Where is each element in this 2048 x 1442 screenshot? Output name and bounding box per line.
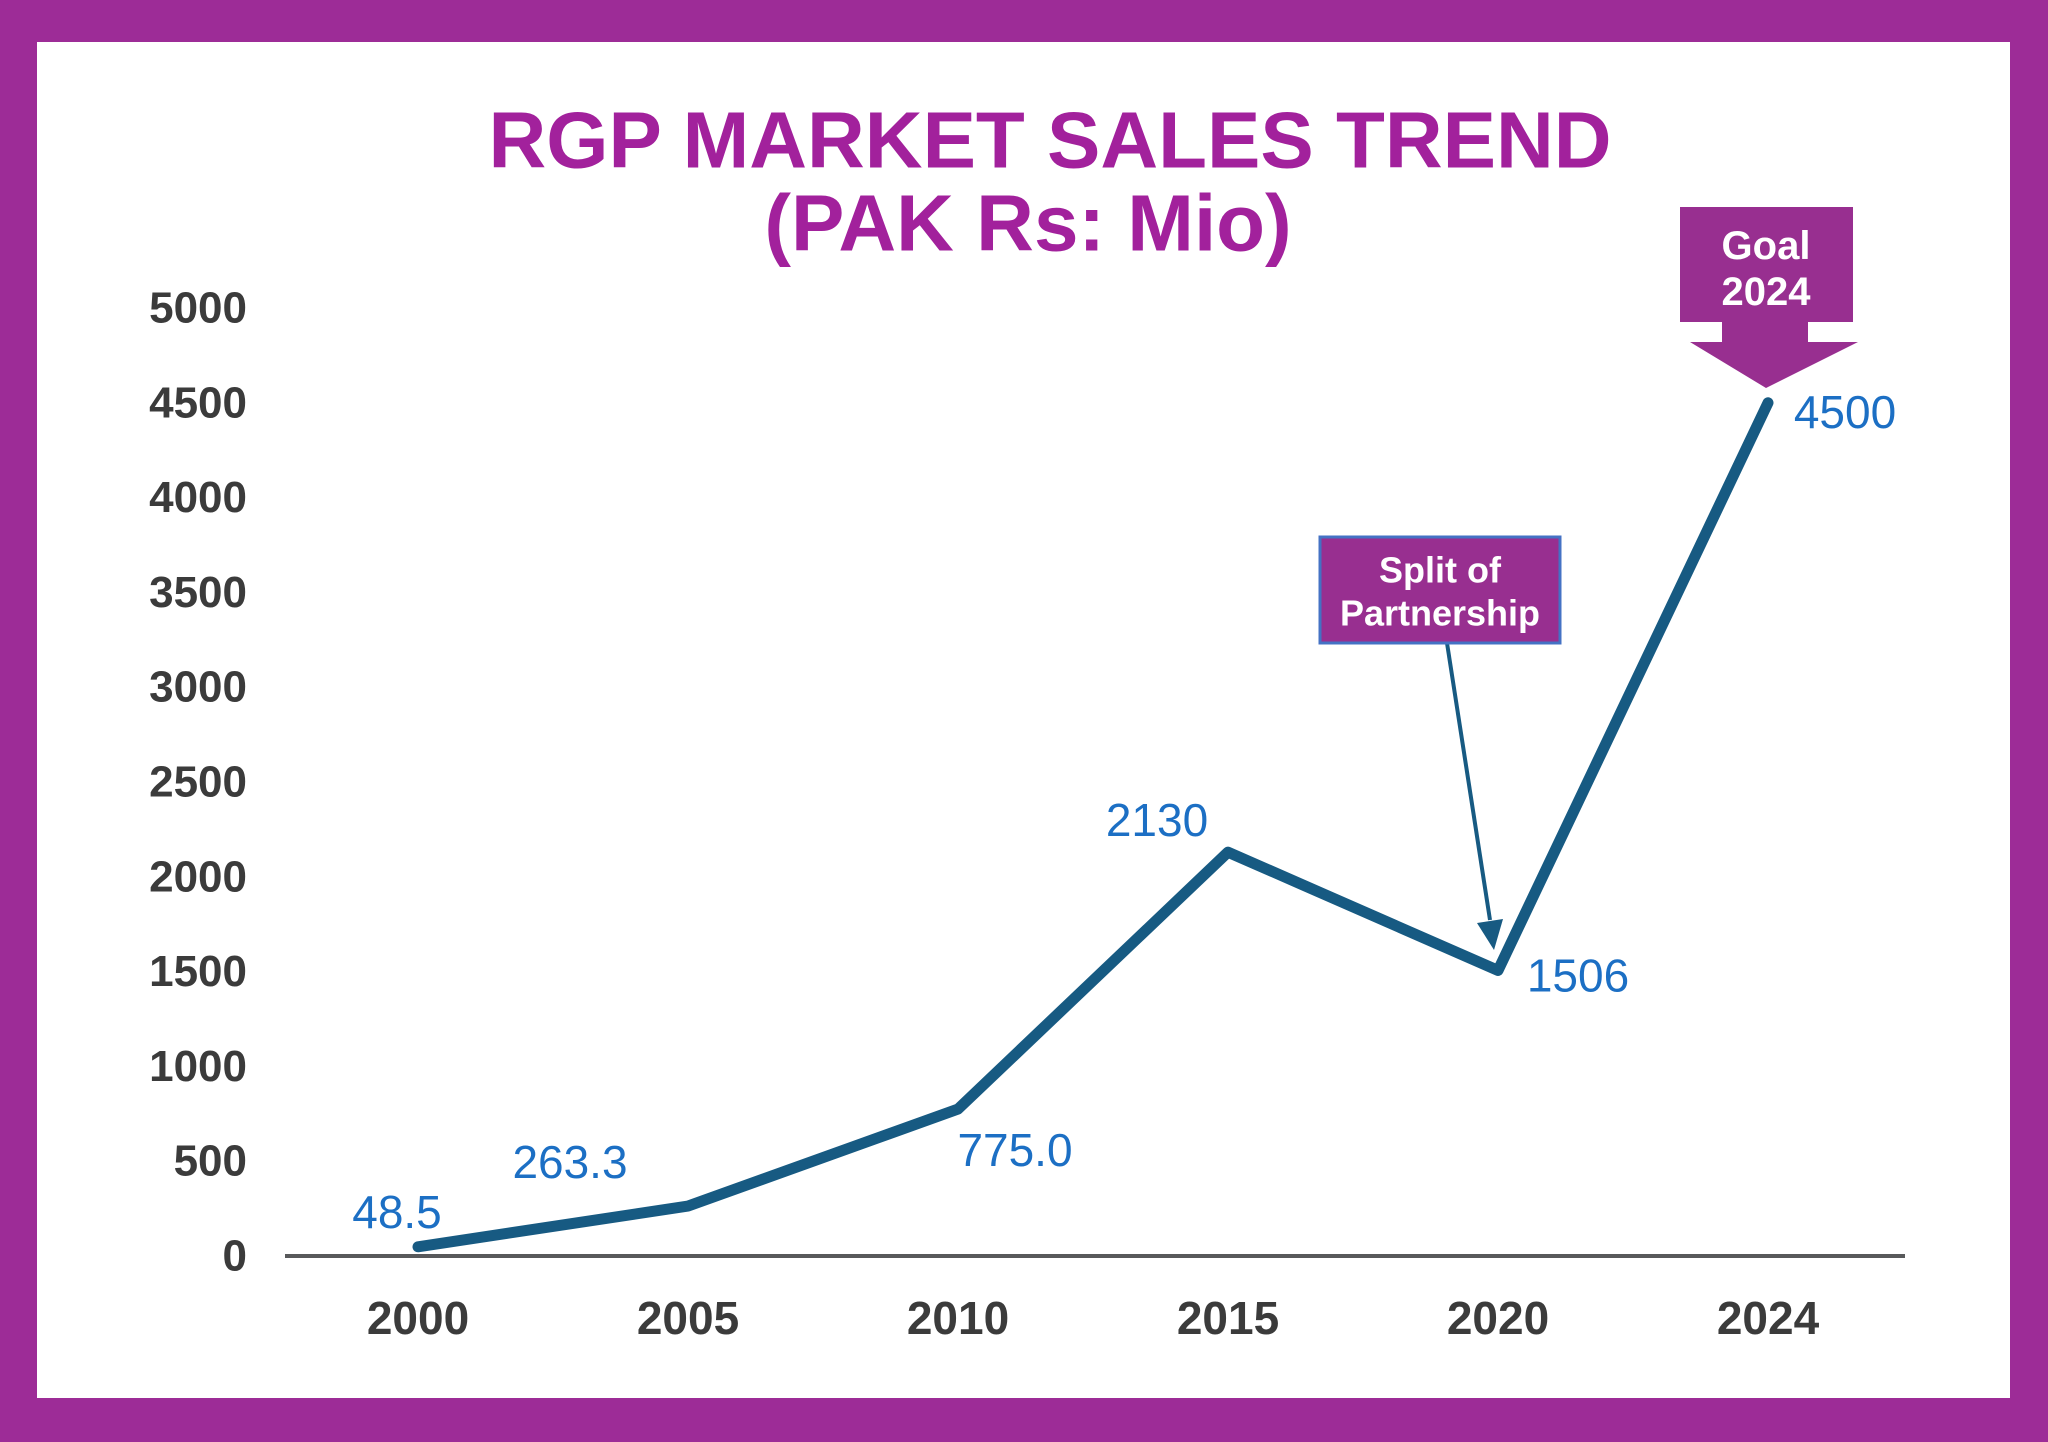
data-label-2005: 263.3 bbox=[512, 1136, 627, 1188]
split-of-partnership-annotation: Split of Partnership bbox=[1318, 535, 1562, 950]
goal-annotation-box bbox=[1680, 207, 1853, 322]
x-tick-label-2010: 2010 bbox=[907, 1292, 1009, 1344]
y-tick-label-3000: 3000 bbox=[149, 663, 247, 712]
chart-title-line1: RGP MARKET SALES TREND bbox=[488, 96, 1611, 185]
x-axis-tick-labels: 2000 2005 2010 2015 2020 2024 bbox=[367, 1292, 1820, 1344]
y-axis-tick-labels: 0 500 1000 1500 2000 2500 3000 3500 4000 4500 5000 bbox=[149, 284, 247, 1281]
split-annotation-arrow-line bbox=[1445, 642, 1492, 921]
x-tick-label-2020: 2020 bbox=[1447, 1292, 1549, 1344]
y-tick-label-3500: 3500 bbox=[149, 568, 247, 617]
y-tick-label-1500: 1500 bbox=[149, 947, 247, 996]
split-annotation-arrowhead bbox=[1477, 919, 1503, 950]
chart-title-line2: (PAK Rs: Mio) bbox=[764, 179, 1291, 268]
goal-annotation-down-arrow bbox=[1690, 321, 1858, 388]
data-label-2024: 4500 bbox=[1794, 386, 1896, 438]
y-tick-label-1000: 1000 bbox=[149, 1042, 247, 1091]
split-annotation-text-line1: Split of bbox=[1379, 550, 1502, 591]
y-tick-label-5000: 5000 bbox=[149, 284, 247, 333]
data-label-2010: 775.0 bbox=[957, 1124, 1072, 1176]
x-tick-label-2000: 2000 bbox=[367, 1292, 469, 1344]
x-tick-label-2024: 2024 bbox=[1717, 1292, 1820, 1344]
goal-2024-annotation: Goal 2024 bbox=[1680, 207, 1858, 388]
y-tick-label-2000: 2000 bbox=[149, 852, 247, 901]
x-tick-label-2005: 2005 bbox=[637, 1292, 739, 1344]
data-label-2000: 48.5 bbox=[352, 1186, 442, 1238]
split-annotation-text-line2: Partnership bbox=[1340, 593, 1540, 634]
data-label-2015: 2130 bbox=[1106, 794, 1208, 846]
sales-trend-line-series bbox=[412, 397, 1774, 1253]
x-tick-label-2015: 2015 bbox=[1177, 1292, 1279, 1344]
split-annotation-box bbox=[1318, 535, 1562, 645]
y-tick-label-4500: 4500 bbox=[149, 378, 247, 427]
y-tick-label-0: 0 bbox=[223, 1232, 247, 1281]
data-label-2020: 1506 bbox=[1527, 949, 1629, 1001]
y-tick-label-4000: 4000 bbox=[149, 473, 247, 522]
series-data-labels: 48.5 263.3 775.0 2130 1506 4500 bbox=[352, 386, 1896, 1238]
y-tick-label-2500: 2500 bbox=[149, 758, 247, 807]
goal-annotation-text-line2: 2024 bbox=[1722, 270, 1812, 314]
y-tick-label-500: 500 bbox=[174, 1137, 247, 1186]
goal-annotation-text-line1: Goal bbox=[1722, 224, 1811, 268]
